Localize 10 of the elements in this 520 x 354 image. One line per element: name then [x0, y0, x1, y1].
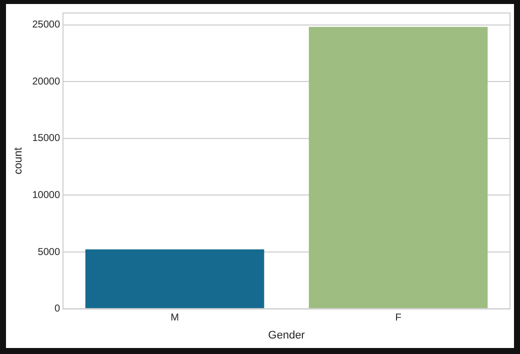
y-tick-label: 25000	[32, 20, 60, 31]
x-axis-title: Gender	[268, 329, 306, 342]
y-tick-label: 20000	[32, 76, 60, 88]
x-tick-label: F	[395, 312, 402, 324]
x-tick-label: M	[170, 312, 179, 324]
y-tick-label: 10000	[32, 190, 60, 201]
y-axis-title: count	[12, 147, 25, 174]
y-tick-label: 5000	[38, 246, 60, 258]
y-tick-label: 0	[54, 304, 60, 315]
y-tick-label: 15000	[32, 133, 60, 144]
